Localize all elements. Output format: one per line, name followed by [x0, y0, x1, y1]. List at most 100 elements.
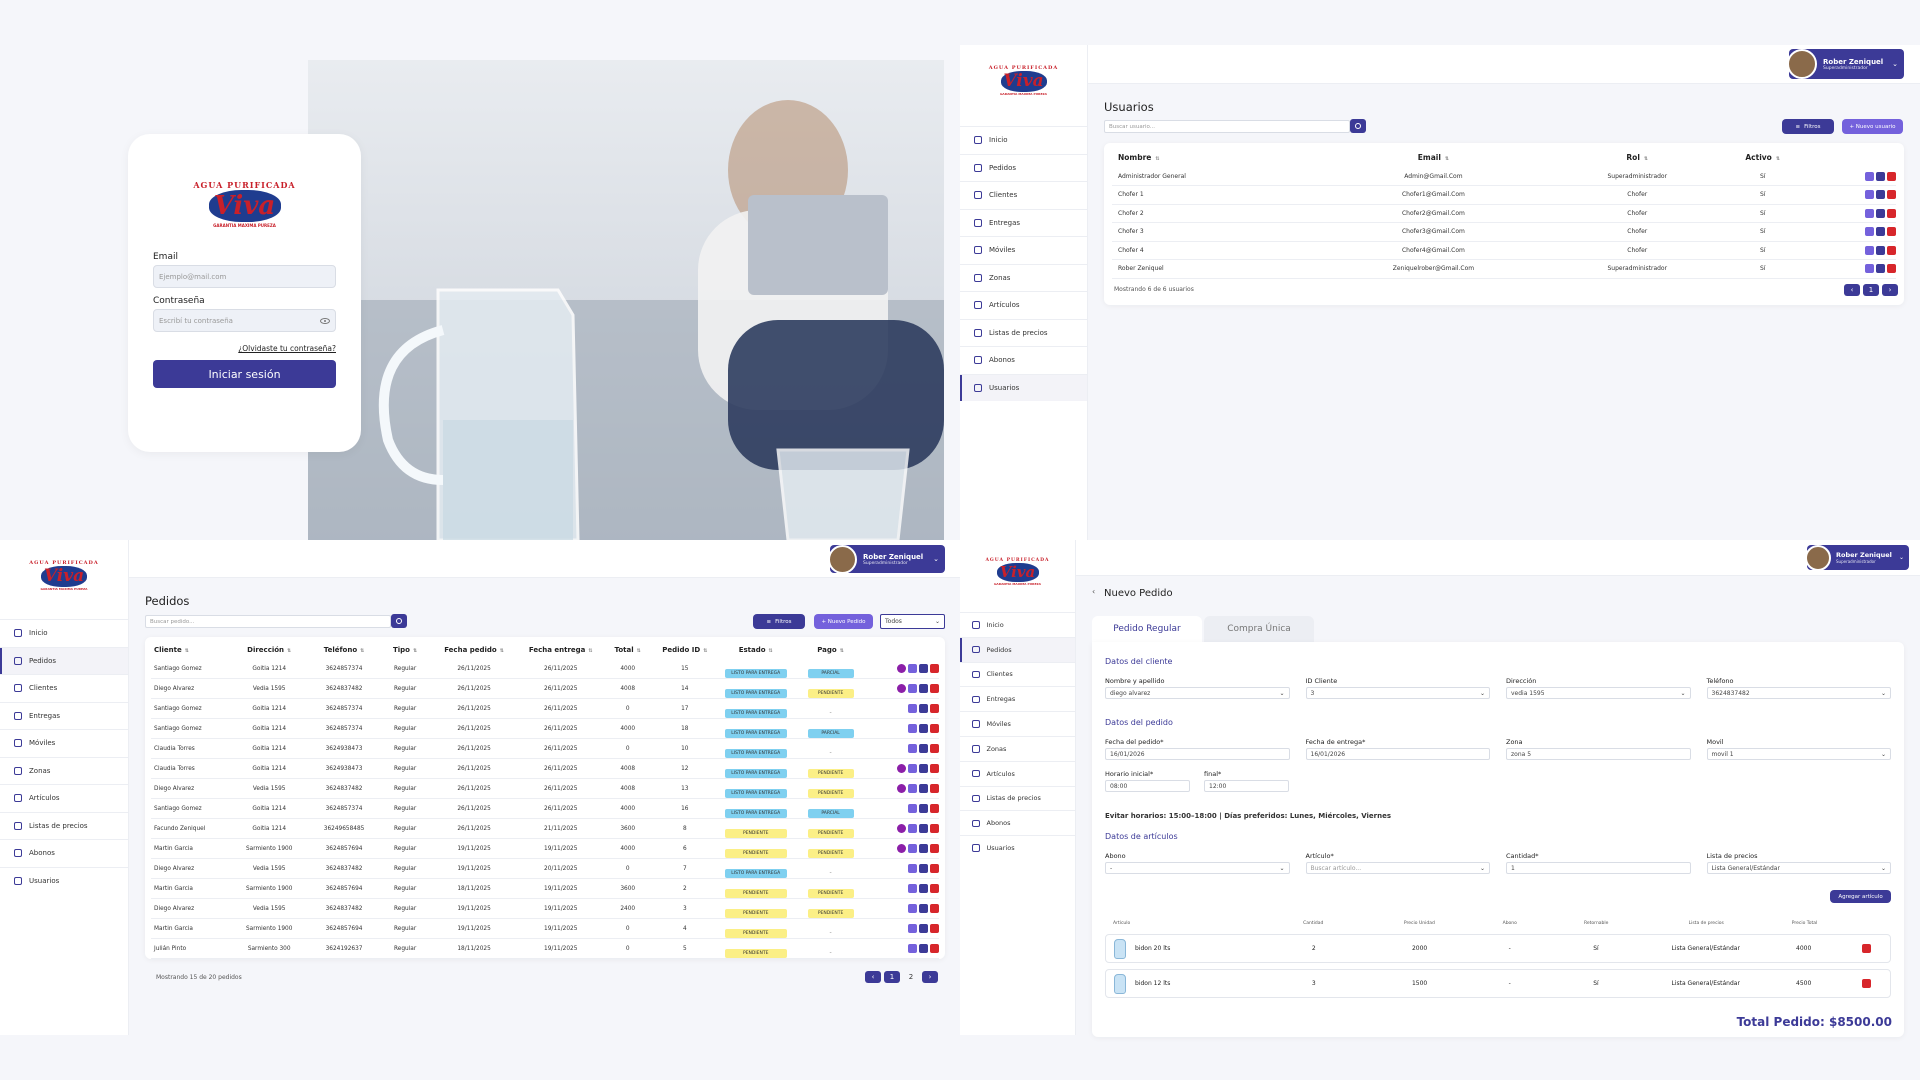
- delete-icon[interactable]: [1887, 245, 1896, 255]
- form-field[interactable]: Lista General/Estándar ⌄: [1706, 862, 1891, 874]
- delete-icon[interactable]: [930, 884, 939, 894]
- login-button[interactable]: Iniciar sesión: [153, 360, 336, 388]
- sidebar-item-entregas[interactable]: Entregas: [0, 701, 128, 730]
- column-header[interactable]: Fecha pedido ⇅: [431, 640, 518, 659]
- form-field[interactable]: vedia 1595 ⌄: [1506, 687, 1691, 699]
- page-button[interactable]: 2: [908, 973, 914, 981]
- sidebar-item-abonos[interactable]: Abonos: [960, 346, 1087, 374]
- sidebar-item-zonas[interactable]: Zonas: [960, 735, 1075, 761]
- tab-pedido-regular[interactable]: Pedido Regular: [1092, 616, 1202, 642]
- new-user-button[interactable]: + Nuevo usuario: [1842, 119, 1903, 134]
- view-icon[interactable]: [908, 784, 917, 794]
- edit-icon[interactable]: [1876, 171, 1885, 181]
- delete-icon[interactable]: [1861, 979, 1871, 988]
- search-input[interactable]: Buscar pedido...: [145, 615, 391, 628]
- password-field[interactable]: Escribí tu contraseña: [153, 309, 336, 332]
- edit-icon[interactable]: [919, 924, 928, 934]
- form-field[interactable]: 16/01/2026: [1105, 748, 1290, 760]
- form-field[interactable]: diego alvarez ⌄: [1105, 687, 1290, 699]
- sidebar-item-art-culos[interactable]: Artículos: [960, 291, 1087, 319]
- view-icon[interactable]: [908, 724, 917, 734]
- column-header[interactable]: Activo ⇅: [1731, 147, 1794, 167]
- delete-icon[interactable]: [930, 704, 939, 714]
- sidebar-item-entregas[interactable]: Entregas: [960, 686, 1075, 711]
- view-icon[interactable]: [908, 704, 917, 714]
- sidebar-item-listas-de-precios[interactable]: Listas de precios: [960, 318, 1087, 347]
- edit-icon[interactable]: [919, 804, 928, 814]
- sidebar-item-abonos[interactable]: Abonos: [0, 839, 128, 867]
- delete-icon[interactable]: [1887, 264, 1896, 274]
- column-header[interactable]: Tipo ⇅: [380, 640, 431, 659]
- sidebar-item-abonos[interactable]: Abonos: [960, 810, 1075, 835]
- form-field[interactable]: 3 ⌄: [1305, 687, 1490, 699]
- delete-icon[interactable]: [1887, 208, 1896, 218]
- form-field[interactable]: 3624837482 ⌄: [1706, 687, 1891, 699]
- delete-icon[interactable]: [930, 764, 939, 774]
- view-icon[interactable]: [908, 684, 917, 694]
- search-button[interactable]: [1350, 119, 1366, 133]
- view-icon[interactable]: [908, 924, 917, 934]
- view-icon[interactable]: [1865, 264, 1874, 274]
- search-button[interactable]: [391, 614, 407, 628]
- sidebar-item-art-culos[interactable]: Artículos: [960, 760, 1075, 786]
- start-time-field[interactable]: 08:00: [1105, 780, 1190, 792]
- sidebar-item-art-culos[interactable]: Artículos: [0, 784, 128, 812]
- delete-icon[interactable]: [930, 684, 939, 694]
- edit-icon[interactable]: [1876, 190, 1885, 200]
- column-header[interactable]: Estado ⇅: [718, 640, 793, 659]
- user-menu[interactable]: Rober Zeniquel Superadministrador ⌄: [1805, 544, 1909, 571]
- edit-icon[interactable]: [919, 824, 928, 834]
- forgot-password-link[interactable]: ¿Olvidaste tu contraseña?: [238, 344, 336, 353]
- sidebar-item-m-viles[interactable]: Móviles: [960, 236, 1087, 264]
- column-header[interactable]: Nombre ⇅: [1112, 147, 1324, 167]
- sidebar-item-inicio[interactable]: Inicio: [960, 612, 1075, 637]
- view-icon[interactable]: [908, 884, 917, 894]
- delete-icon[interactable]: [930, 864, 939, 874]
- delete-icon[interactable]: [930, 664, 939, 674]
- page-button[interactable]: ‹: [1844, 284, 1860, 296]
- page-button[interactable]: ›: [1882, 284, 1898, 296]
- sidebar-item-listas-de-precios[interactable]: Listas de precios: [0, 811, 128, 840]
- page-button[interactable]: 1: [884, 971, 900, 983]
- column-header[interactable]: Teléfono ⇅: [309, 640, 380, 659]
- search-input[interactable]: Buscar usuario...: [1104, 120, 1350, 133]
- sidebar-item-entregas[interactable]: Entregas: [960, 208, 1087, 237]
- view-icon[interactable]: [1865, 171, 1874, 181]
- delete-icon[interactable]: [930, 844, 939, 854]
- email-field[interactable]: Ejemplo@mail.com: [153, 265, 336, 288]
- filters-button[interactable]: ≡ Filtros: [753, 614, 805, 629]
- column-header[interactable]: Dirección ⇅: [230, 640, 309, 659]
- form-field[interactable]: 1: [1506, 862, 1691, 874]
- edit-icon[interactable]: [919, 724, 928, 734]
- view-icon[interactable]: [908, 864, 917, 874]
- form-field[interactable]: movil 1 ⌄: [1706, 748, 1891, 760]
- edit-icon[interactable]: [919, 684, 928, 694]
- edit-icon[interactable]: [919, 844, 928, 854]
- delete-icon[interactable]: [930, 904, 939, 914]
- view-icon[interactable]: [1865, 245, 1874, 255]
- sidebar-item-pedidos[interactable]: Pedidos: [960, 153, 1087, 182]
- view-icon[interactable]: [908, 764, 917, 774]
- add-article-button[interactable]: Agregar artículo: [1830, 890, 1891, 903]
- user-menu[interactable]: Rober Zeniquel Superadministrador ⌄: [828, 544, 945, 574]
- view-icon[interactable]: [1865, 208, 1874, 218]
- edit-icon[interactable]: [1876, 264, 1885, 274]
- column-header[interactable]: Rol ⇅: [1543, 147, 1731, 167]
- payment-icon[interactable]: [897, 784, 906, 794]
- sidebar-item-zonas[interactable]: Zonas: [0, 756, 128, 785]
- column-header[interactable]: Pedido ID ⇅: [651, 640, 718, 659]
- sidebar-item-usuarios[interactable]: Usuarios: [960, 373, 1087, 401]
- view-icon[interactable]: [908, 904, 917, 914]
- sidebar-item-m-viles[interactable]: Móviles: [960, 711, 1075, 736]
- sidebar-item-inicio[interactable]: Inicio: [0, 619, 128, 647]
- sidebar-item-usuarios[interactable]: Usuarios: [0, 866, 128, 895]
- form-field[interactable]: Buscar artículo... ⌄: [1305, 862, 1490, 874]
- delete-icon[interactable]: [1887, 227, 1896, 237]
- delete-icon[interactable]: [930, 744, 939, 754]
- sidebar-item-clientes[interactable]: Clientes: [960, 181, 1087, 209]
- view-icon[interactable]: [1865, 227, 1874, 237]
- column-header[interactable]: Pago ⇅: [793, 640, 868, 659]
- view-icon[interactable]: [908, 664, 917, 674]
- delete-icon[interactable]: [930, 824, 939, 834]
- column-header[interactable]: Email ⇅: [1324, 147, 1544, 167]
